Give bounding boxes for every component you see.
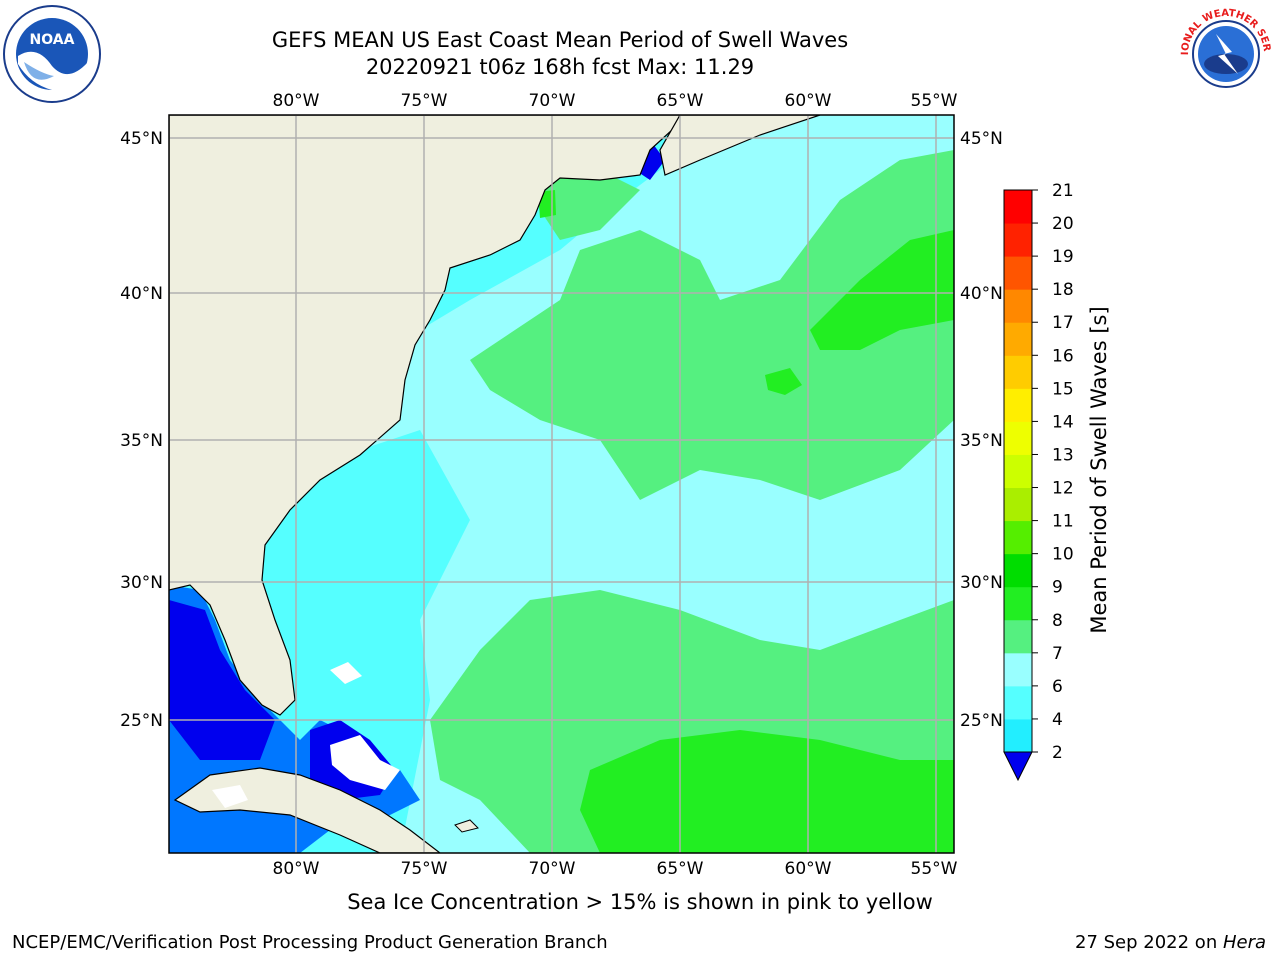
lon-tick-bottom: 55°W (911, 859, 958, 879)
colorbar-tick-label: 12 (1052, 479, 1074, 499)
map-field (169, 115, 954, 853)
lat-tick-left: 45°N (120, 129, 163, 149)
colorbar-tick-label: 8 (1052, 611, 1063, 631)
map-frame (168, 114, 955, 854)
sea-ice-note: Sea Ice Concentration > 15% is shown in … (347, 890, 933, 914)
lon-tick-top: 75°W (401, 91, 448, 111)
colorbar-segment (1004, 718, 1032, 753)
lon-tick-bottom: 60°W (785, 859, 832, 879)
colorbar-tick-label: 17 (1052, 313, 1074, 333)
colorbar-segment (1004, 421, 1032, 455)
lon-tick-top: 80°W (273, 91, 320, 111)
colorbar-segment (1004, 190, 1032, 224)
lat-tick-left: 30°N (120, 573, 163, 593)
colorbar-tick-label: 6 (1052, 677, 1063, 697)
lat-tick-right: 45°N (960, 129, 1003, 149)
lon-tick-top: 55°W (911, 91, 958, 111)
map-subtitle: 20220921 t06z 168h fcst Max: 11.29 (365, 55, 755, 79)
lon-tick-top: 65°W (657, 91, 704, 111)
colorbar-tick-label: 9 (1052, 578, 1063, 598)
colorbar-segment (1004, 487, 1032, 522)
lat-tick-left: 25°N (120, 711, 163, 731)
lon-tick-top: 60°W (785, 91, 832, 111)
colorbar-segment (1004, 322, 1032, 356)
colorbar-segment (1004, 586, 1032, 621)
colorbar-tick-label: 20 (1052, 214, 1074, 234)
noaa-logo-text: NOAA (30, 32, 75, 48)
colorbar-segment (1004, 355, 1032, 389)
colorbar-tick-label: 4 (1052, 710, 1063, 730)
lat-tick-right: 25°N (960, 711, 1003, 731)
lat-tick-left: 35°N (120, 431, 163, 451)
lon-tick-bottom: 70°W (529, 859, 576, 879)
colorbar-segment (1004, 289, 1032, 323)
lat-tick-right: 40°N (960, 284, 1003, 304)
colorbar-tick-label: 7 (1052, 644, 1063, 664)
colorbar-label: Mean Period of Swell Waves [s] (1087, 306, 1111, 633)
colorbar-segment (1004, 685, 1032, 720)
noaa-logo: NOAA (3, 5, 101, 103)
colorbar-segment (1004, 388, 1032, 422)
lon-tick-top: 70°W (529, 91, 576, 111)
colorbar-tick-label: 13 (1052, 445, 1074, 465)
footer-date-text: 27 Sep 2022 on (1075, 932, 1223, 953)
footer-host: Hera (1222, 932, 1266, 953)
colorbar-tick-label: 18 (1052, 280, 1074, 300)
colorbar-segment (1004, 619, 1032, 654)
colorbar: 2 4 6 7 8 9 10 11 12 13 14 15 16 17 18 19 20 21 (1003, 181, 1074, 782)
lat-tick-left: 40°N (120, 284, 163, 304)
colorbar-tick-label: 21 (1052, 181, 1074, 201)
colorbar-segment (1004, 223, 1032, 257)
colorbar-tick-label: 11 (1052, 512, 1074, 532)
colorbar-frame (1003, 189, 1033, 753)
lon-tick-bottom: 80°W (273, 859, 320, 879)
lat-tick-right: 30°N (960, 573, 1003, 593)
lon-tick-bottom: 65°W (657, 859, 704, 879)
footer-date: 27 Sep 2022 on Hera (1075, 932, 1266, 953)
colorbar-tick-label: 10 (1052, 545, 1074, 565)
gridlines (169, 115, 954, 853)
colorbar-tick-label: 15 (1052, 379, 1074, 399)
lon-tick-bottom: 75°W (401, 859, 448, 879)
lat-tick-right: 35°N (960, 431, 1003, 451)
colorbar-segment (1004, 652, 1032, 687)
footer-credit: NCEP/EMC/Verification Post Processing Pr… (12, 932, 608, 953)
nws-logo: NATIONAL WEATHER SERVICE (1176, 4, 1274, 102)
colorbar-tick-label: 2 (1052, 743, 1063, 763)
colorbar-segment (1004, 553, 1032, 588)
colorbar-tick-label: 16 (1052, 346, 1074, 366)
colorbar-segment (1004, 454, 1032, 489)
colorbar-under-arrow (1003, 751, 1033, 782)
colorbar-tick-label: 14 (1052, 412, 1074, 432)
colorbar-segment (1004, 520, 1032, 555)
colorbar-segment (1004, 256, 1032, 290)
map-title: GEFS MEAN US East Coast Mean Period of S… (271, 28, 849, 52)
colorbar-tick-label: 19 (1052, 247, 1074, 267)
